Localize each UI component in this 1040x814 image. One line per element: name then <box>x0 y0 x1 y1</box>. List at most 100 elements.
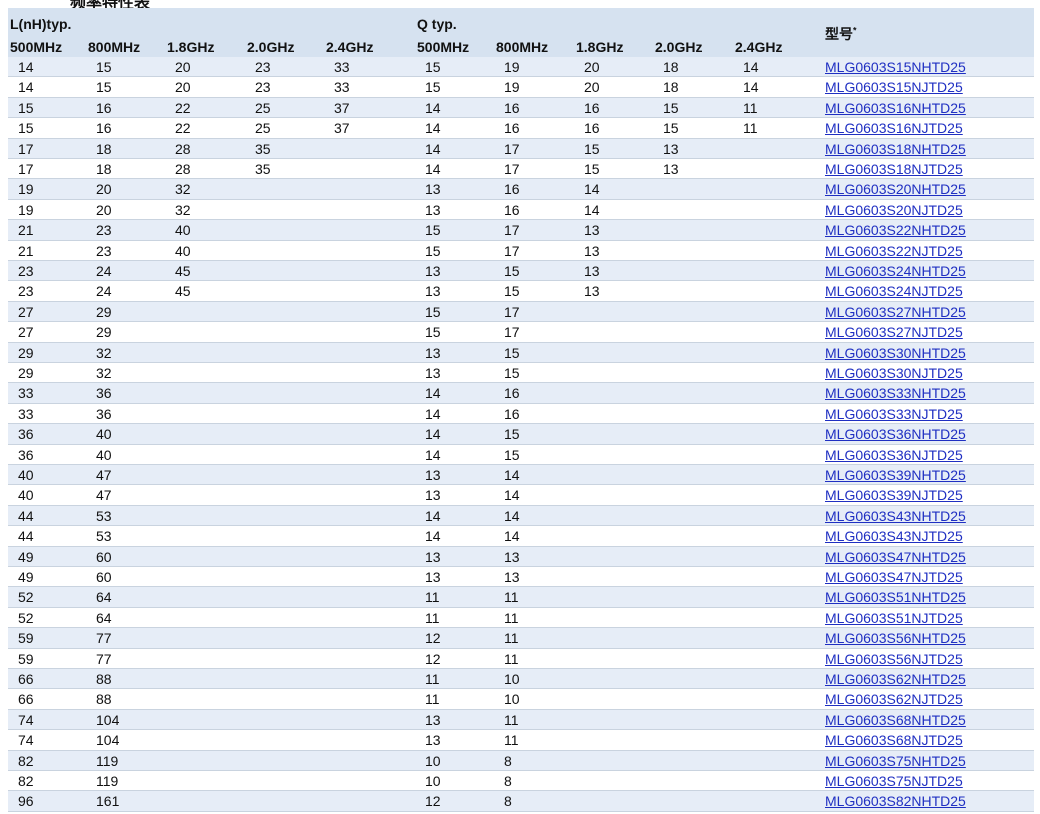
part-link[interactable]: MLG0603S36NJTD25 <box>825 446 963 463</box>
part-link[interactable]: MLG0603S62NHTD25 <box>825 671 966 687</box>
value-cell: 29 <box>18 344 34 361</box>
part-link[interactable]: MLG0603S47NHTD25 <box>825 548 966 565</box>
value-cell: 15 <box>425 79 441 96</box>
part-link[interactable]: MLG0603S82NHTD25 <box>825 793 966 810</box>
part-link[interactable]: MLG0603S36NHTD25 <box>825 426 966 443</box>
value-cell: 66 <box>18 691 34 708</box>
value-cell: 11 <box>504 589 519 606</box>
value-cell: 18 <box>96 140 112 157</box>
table-row: 29 32 13 15 MLG0603S30NHTD25 <box>8 342 1034 363</box>
part-link[interactable]: MLG0603S33NHTD25 <box>825 385 966 402</box>
value-cell: 14 <box>18 79 34 96</box>
value-cell: 18 <box>663 59 679 75</box>
part-link[interactable]: MLG0603S39NJTD25 <box>825 487 963 504</box>
value-cell: 15 <box>96 59 112 75</box>
value-cell: 11 <box>425 609 440 626</box>
value-cell: 19 <box>18 201 34 218</box>
table-row: 15 16 22 25 37 14 16 16 15 11 MLG0603S16NHTD25 <box>8 97 1034 119</box>
value-cell: 14 <box>18 59 34 75</box>
value-cell: 13 <box>425 181 441 198</box>
part-link[interactable]: MLG0603S27NHTD25 <box>825 303 966 320</box>
value-cell: 66 <box>18 671 34 687</box>
part-link[interactable]: MLG0603S27NJTD25 <box>825 324 963 341</box>
value-cell: 15 <box>584 140 600 157</box>
value-cell: 17 <box>504 242 520 259</box>
value-cell: 49 <box>18 548 34 565</box>
value-cell: 14 <box>425 99 441 116</box>
part-link[interactable]: MLG0603S51NHTD25 <box>825 589 966 606</box>
value-cell: 16 <box>504 201 520 218</box>
value-cell: 12 <box>425 793 441 810</box>
table-row: 59 77 12 11 MLG0603S56NHTD25 <box>8 628 1034 649</box>
value-cell: 44 <box>18 507 34 524</box>
part-link[interactable]: MLG0603S68NJTD25 <box>825 732 963 749</box>
part-link[interactable]: MLG0603S75NJTD25 <box>825 773 963 789</box>
value-cell: 15 <box>425 59 441 75</box>
part-link[interactable]: MLG0603S15NJTD25 <box>825 79 963 96</box>
part-link[interactable]: MLG0603S24NJTD25 <box>825 283 963 300</box>
part-link[interactable]: MLG0603S22NHTD25 <box>825 222 966 239</box>
value-cell: 14 <box>425 446 441 463</box>
value-cell: 8 <box>504 752 512 769</box>
part-link[interactable]: MLG0603S56NHTD25 <box>825 630 966 647</box>
value-cell: 33 <box>334 79 350 96</box>
value-cell: 47 <box>96 467 112 483</box>
part-link[interactable]: MLG0603S33NJTD25 <box>825 405 963 422</box>
value-cell: 15 <box>504 426 520 443</box>
value-cell: 40 <box>96 446 112 463</box>
part-link[interactable]: MLG0603S75NHTD25 <box>825 752 966 769</box>
value-cell: 40 <box>18 487 34 504</box>
column-label: 2.0GHz <box>247 39 295 55</box>
value-cell: 14 <box>504 507 520 524</box>
value-cell: 119 <box>96 752 119 769</box>
value-cell: 17 <box>18 140 34 157</box>
part-link[interactable]: MLG0603S30NJTD25 <box>825 365 963 381</box>
value-cell: 27 <box>18 303 34 320</box>
value-cell: 37 <box>334 99 350 116</box>
value-cell: 19 <box>18 181 34 198</box>
column-label: 1.8GHz <box>576 39 624 55</box>
part-link[interactable]: MLG0603S15NHTD25 <box>825 59 966 75</box>
part-link[interactable]: MLG0603S51NJTD25 <box>825 609 963 626</box>
value-cell: 88 <box>96 671 112 687</box>
value-cell: 16 <box>96 99 112 116</box>
value-cell: 10 <box>504 671 520 687</box>
value-cell: 14 <box>425 528 441 545</box>
value-cell: 16 <box>96 120 112 137</box>
value-cell: 36 <box>18 446 34 463</box>
value-cell: 82 <box>18 773 34 789</box>
part-link[interactable]: MLG0603S30NHTD25 <box>825 344 966 361</box>
part-link[interactable]: MLG0603S39NHTD25 <box>825 467 966 483</box>
value-cell: 77 <box>96 630 112 647</box>
value-cell: 15 <box>425 303 441 320</box>
part-link[interactable]: MLG0603S16NJTD25 <box>825 120 963 137</box>
part-link[interactable]: MLG0603S18NJTD25 <box>825 161 963 177</box>
part-link[interactable]: MLG0603S43NHTD25 <box>825 507 966 524</box>
part-link[interactable]: MLG0603S47NJTD25 <box>825 569 963 585</box>
part-link[interactable]: MLG0603S43NJTD25 <box>825 528 963 545</box>
value-cell: 88 <box>96 691 112 708</box>
part-link[interactable]: MLG0603S22NJTD25 <box>825 242 963 259</box>
value-cell: 60 <box>96 569 112 585</box>
part-link[interactable]: MLG0603S18NHTD25 <box>825 140 966 157</box>
value-cell: 13 <box>504 569 520 585</box>
part-link[interactable]: MLG0603S56NJTD25 <box>825 650 963 667</box>
part-link[interactable]: MLG0603S20NHTD25 <box>825 181 966 198</box>
value-cell: 33 <box>18 405 34 422</box>
value-cell: 13 <box>425 569 441 585</box>
part-link[interactable]: MLG0603S20NJTD25 <box>825 201 963 218</box>
table-row: 19 20 32 13 16 14 MLG0603S20NHTD25 <box>8 179 1034 200</box>
value-cell: 16 <box>504 99 520 116</box>
value-cell: 60 <box>96 548 112 565</box>
value-cell: 17 <box>504 140 520 157</box>
value-cell: 11 <box>504 630 519 647</box>
part-link[interactable]: MLG0603S16NHTD25 <box>825 99 966 116</box>
part-link[interactable]: MLG0603S68NHTD25 <box>825 711 966 728</box>
value-cell: 20 <box>175 79 191 96</box>
part-link[interactable]: MLG0603S24NHTD25 <box>825 263 966 279</box>
table-row: 36 40 14 15 MLG0603S36NHTD25 <box>8 424 1034 445</box>
part-link[interactable]: MLG0603S62NJTD25 <box>825 691 963 708</box>
table-row: 49 60 13 13 MLG0603S47NHTD25 <box>8 546 1034 567</box>
value-cell: 40 <box>96 426 112 443</box>
